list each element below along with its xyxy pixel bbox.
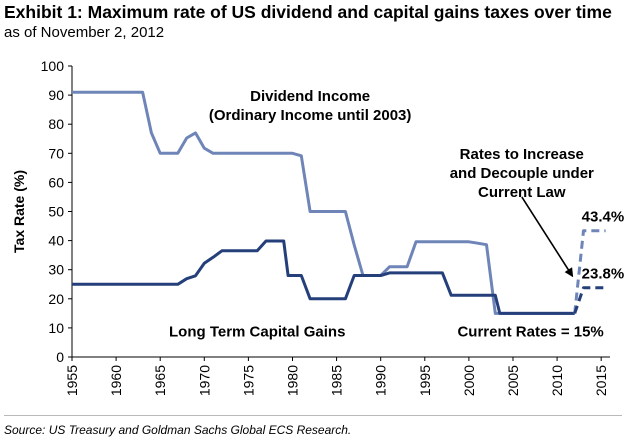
x-tick-label: 1975 <box>240 365 256 396</box>
annotation-line: Dividend Income <box>250 88 370 105</box>
capital-gains-projection-line <box>573 286 606 314</box>
y-tick-label: 50 <box>48 204 64 220</box>
x-tick-label: 2000 <box>461 365 477 396</box>
annotation-line: and Decouple under <box>450 165 594 182</box>
x-tick-label: 1960 <box>108 365 124 396</box>
x-tick-label: 1995 <box>417 365 433 396</box>
y-tick-label: 90 <box>48 87 64 103</box>
x-tick-label: 2015 <box>593 365 609 396</box>
y-tick-label: 10 <box>48 320 64 336</box>
y-tick-label: 40 <box>48 233 64 249</box>
tax-rate-chart: 0 10 20 30 40 50 60 70 80 90 100 1955 1960 1965 1970 19… <box>11 58 624 396</box>
x-tick-label: 2010 <box>549 365 565 396</box>
x-tick-label: 1965 <box>152 365 168 396</box>
series-layer <box>72 90 606 315</box>
footer-divider <box>4 415 622 416</box>
capital-gains-label: Long Term Capital Gains <box>169 324 345 341</box>
annotation-line: (Ordinary Income until 2003) <box>209 107 412 124</box>
capital-gains-line <box>72 239 575 315</box>
x-tick-label: 1980 <box>284 365 300 396</box>
current-rates-label: Current Rates = 15% <box>457 324 603 341</box>
annotation-line: 43.4% <box>582 209 625 226</box>
y-tick-label: 20 <box>48 291 64 307</box>
x-tick-label: 2005 <box>505 365 521 396</box>
y-tick-label: 0 <box>56 349 64 365</box>
pointer-arrow <box>521 196 574 278</box>
axes: 0 10 20 30 40 50 60 70 80 90 100 1955 1960 1965 1970 19… <box>41 58 610 396</box>
capital-gains-projection-value: 23.8% <box>582 266 625 283</box>
source-note: Source: US Treasury and Goldman Sachs Gl… <box>4 423 352 437</box>
y-tick-label: 60 <box>48 174 64 190</box>
chart-title: Exhibit 1: Maximum rate of US dividend a… <box>4 2 612 22</box>
dividend-projection-value: 43.4% <box>582 209 625 226</box>
x-tick-label: 1985 <box>329 365 345 396</box>
annotation-line: Rates to Increase <box>460 146 584 163</box>
y-tick-label: 80 <box>48 116 64 132</box>
dividend-line <box>72 90 575 315</box>
y-tick-label: 100 <box>41 58 65 74</box>
annotation-line: Current Law <box>478 184 566 201</box>
x-tick-label: 1970 <box>196 365 212 396</box>
rates-increase-label: Rates to Increase and Decouple under Curre… <box>450 146 594 201</box>
dividend-income-label: Dividend Income (Ordinary Income until 20… <box>209 88 412 124</box>
y-tick-label: 70 <box>48 145 64 161</box>
chart-subtitle: as of November 2, 2012 <box>4 24 165 41</box>
annotation-line: 23.8% <box>582 266 625 283</box>
x-tick-label: 1990 <box>373 365 389 396</box>
annotations: Dividend Income (Ordinary Income until 20… <box>169 88 624 341</box>
y-axis-label: Tax Rate (%) <box>11 170 27 253</box>
y-tick-label: 30 <box>48 262 64 278</box>
x-tick-label: 1955 <box>64 365 80 396</box>
annotation-line: Current Rates = 15% <box>457 324 603 341</box>
dividend-projection-line <box>573 229 606 314</box>
annotation-line: Long Term Capital Gains <box>169 324 345 341</box>
